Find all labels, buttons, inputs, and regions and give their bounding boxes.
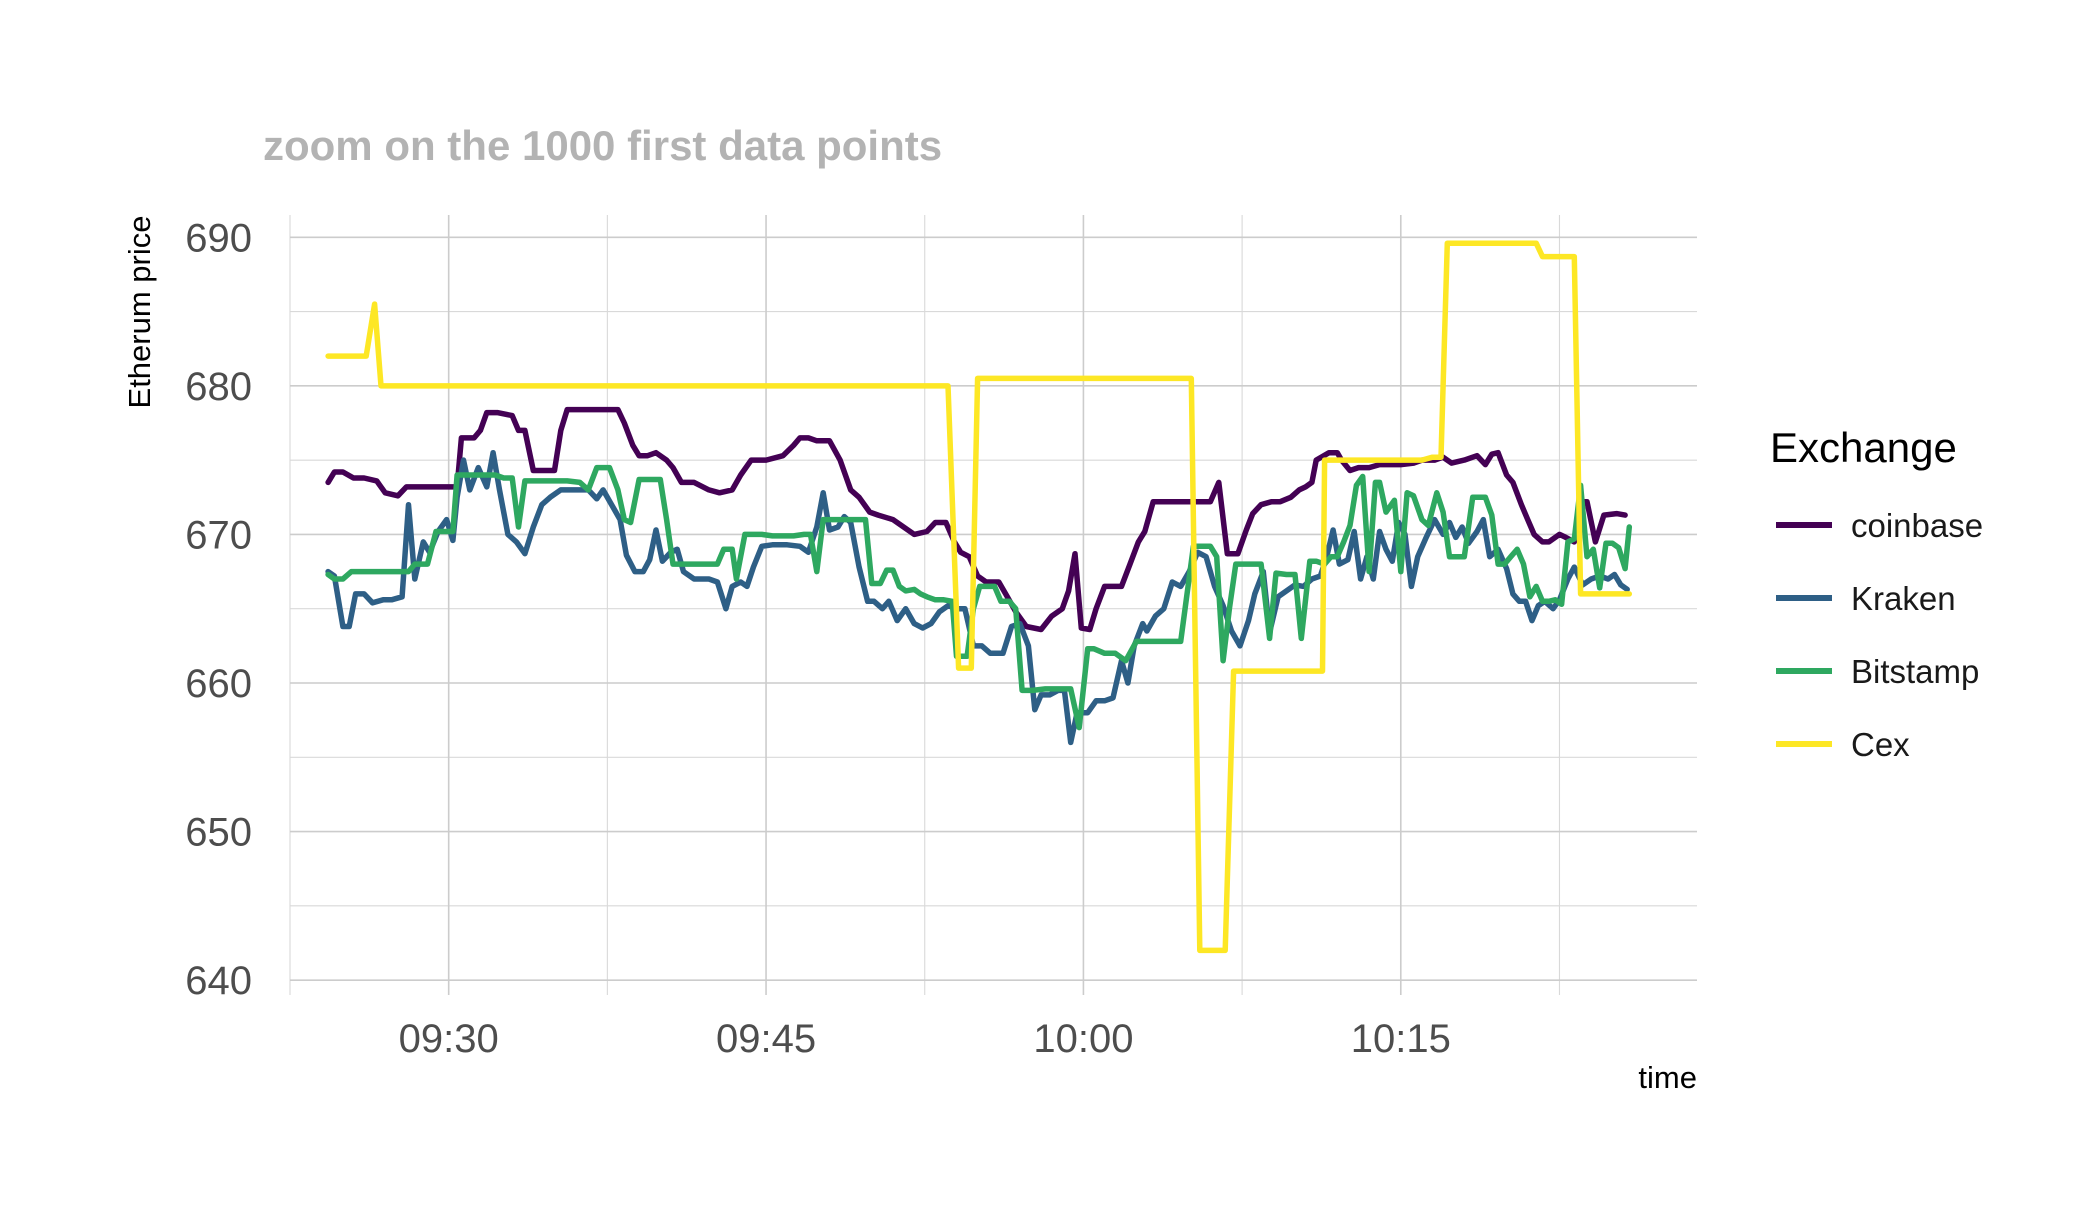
x-axis-title: time [1638,1060,1697,1095]
legend-label: coinbase [1851,507,1983,544]
series-lines [325,240,1633,954]
series-line-cex [325,240,1633,954]
legend-label: Kraken [1851,580,1956,617]
y-axis-title: Etherum price [122,216,157,409]
legend-label: Bitstamp [1851,653,1979,690]
grid [289,215,1697,995]
x-tick-label: 09:45 [716,1017,816,1061]
series-line-kraken [325,449,1630,746]
y-tick-label: 690 [185,216,252,260]
legend-item-cex: Cex [1776,726,1910,763]
legend-item-bitstamp: Bitstamp [1776,653,1979,690]
x-tick-label: 10:00 [1033,1017,1133,1061]
chart-title: zoom on the 1000 first data points [263,122,942,169]
x-tick-label: 09:30 [399,1017,499,1061]
x-axis-ticks: 09:30 09:45 10:00 10:15 [399,1017,1451,1061]
y-tick-label: 640 [185,959,252,1003]
x-tick-label: 10:15 [1351,1017,1451,1061]
legend-item-kraken: Kraken [1776,580,1956,617]
legend-item-coinbase: coinbase [1776,507,1983,544]
y-axis-ticks: 640 650 660 670 680 690 [185,216,252,1003]
legend-label: Cex [1851,726,1910,763]
legend-items: coinbase Kraken Bitstamp Cex [1776,507,1983,763]
y-tick-label: 680 [185,365,252,409]
legend-title: Exchange [1770,424,1957,471]
series-line-bitstamp [325,464,1633,731]
y-tick-label: 650 [185,811,252,855]
y-tick-label: 670 [185,513,252,557]
y-tick-label: 660 [185,662,252,706]
legend: Exchange coinbase Kraken Bitstamp Cex [1770,424,1983,763]
